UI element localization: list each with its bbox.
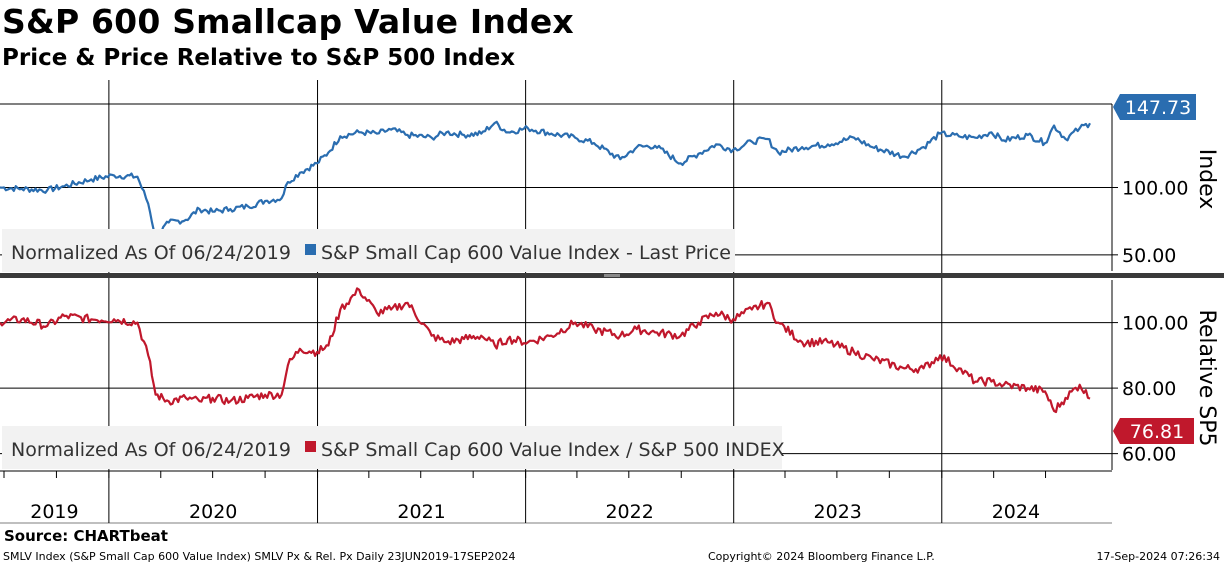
price-last-value-badge [1113,94,1196,120]
footer-timestamp: 17-Sep-2024 07:26:34 [1096,550,1220,563]
x-axis-ticks: 2019 2020 2021 2022 2023 2024 [3,471,1047,523]
price-series-line [0,120,1091,239]
source-note: Source: CHARTbeat [4,527,168,545]
chart-title: S&P 600 Smallcap Value Index [2,2,574,41]
relative-last-value-tag: 76.81 [1113,418,1194,444]
top-legend-box [2,229,735,272]
price-last-value-tag: 147.73 [1113,94,1196,120]
top-legend-note: Normalized As Of 06/24/2019 [11,242,291,264]
footer-copyright: Copyright© 2024 Bloomberg Finance L.P. [708,550,935,563]
top-y-tick-label: 100.00 [1122,178,1188,200]
bottom-legend-swatch [305,441,316,452]
top-y-ticks: 50.00 100.00 [1112,178,1188,267]
bottom-legend: Normalized As Of 06/24/2019 S&P Small Ca… [2,426,785,469]
bottom-axis-label: Relative SP5 [1194,310,1219,447]
top-legend-series: S&P Small Cap 600 Value Index - Last Pri… [321,242,731,264]
price-last-value: 147.73 [1125,97,1191,119]
x-tick-label: 2024 [992,501,1040,523]
x-tick-label: 2021 [397,501,445,523]
relative-last-value: 76.81 [1130,421,1184,443]
x-tick-label: 2020 [189,501,237,523]
bottom-legend-note: Normalized As Of 06/24/2019 [11,439,291,461]
x-tick-label: 2022 [605,501,653,523]
x-tick-label: 2019 [30,501,78,523]
bottom-y-tick-label: 80.00 [1122,378,1176,400]
bottom-legend-series: S&P Small Cap 600 Value Index / S&P 500 … [321,439,785,461]
panel-divider-grip[interactable] [604,274,620,277]
top-y-tick-label: 50.00 [1122,245,1176,267]
chart-subtitle: Price & Price Relative to S&P 500 Index [2,45,516,71]
footer-description: SMLV Index (S&P Small Cap 600 Value Inde… [3,550,516,563]
relative-series-line [0,287,1091,414]
bottom-y-ticks: 60.00 80.00 100.00 [1112,313,1188,466]
x-tick-label: 2023 [814,501,862,523]
top-legend: Normalized As Of 06/24/2019 S&P Small Ca… [2,229,735,272]
top-legend-swatch [305,244,316,255]
bottom-y-tick-label: 100.00 [1122,313,1188,335]
bottom-y-tick-label: 60.00 [1122,444,1176,466]
relative-last-value-badge [1113,418,1194,444]
bottom-legend-box [2,426,782,469]
top-axis-label: Index [1194,149,1219,210]
